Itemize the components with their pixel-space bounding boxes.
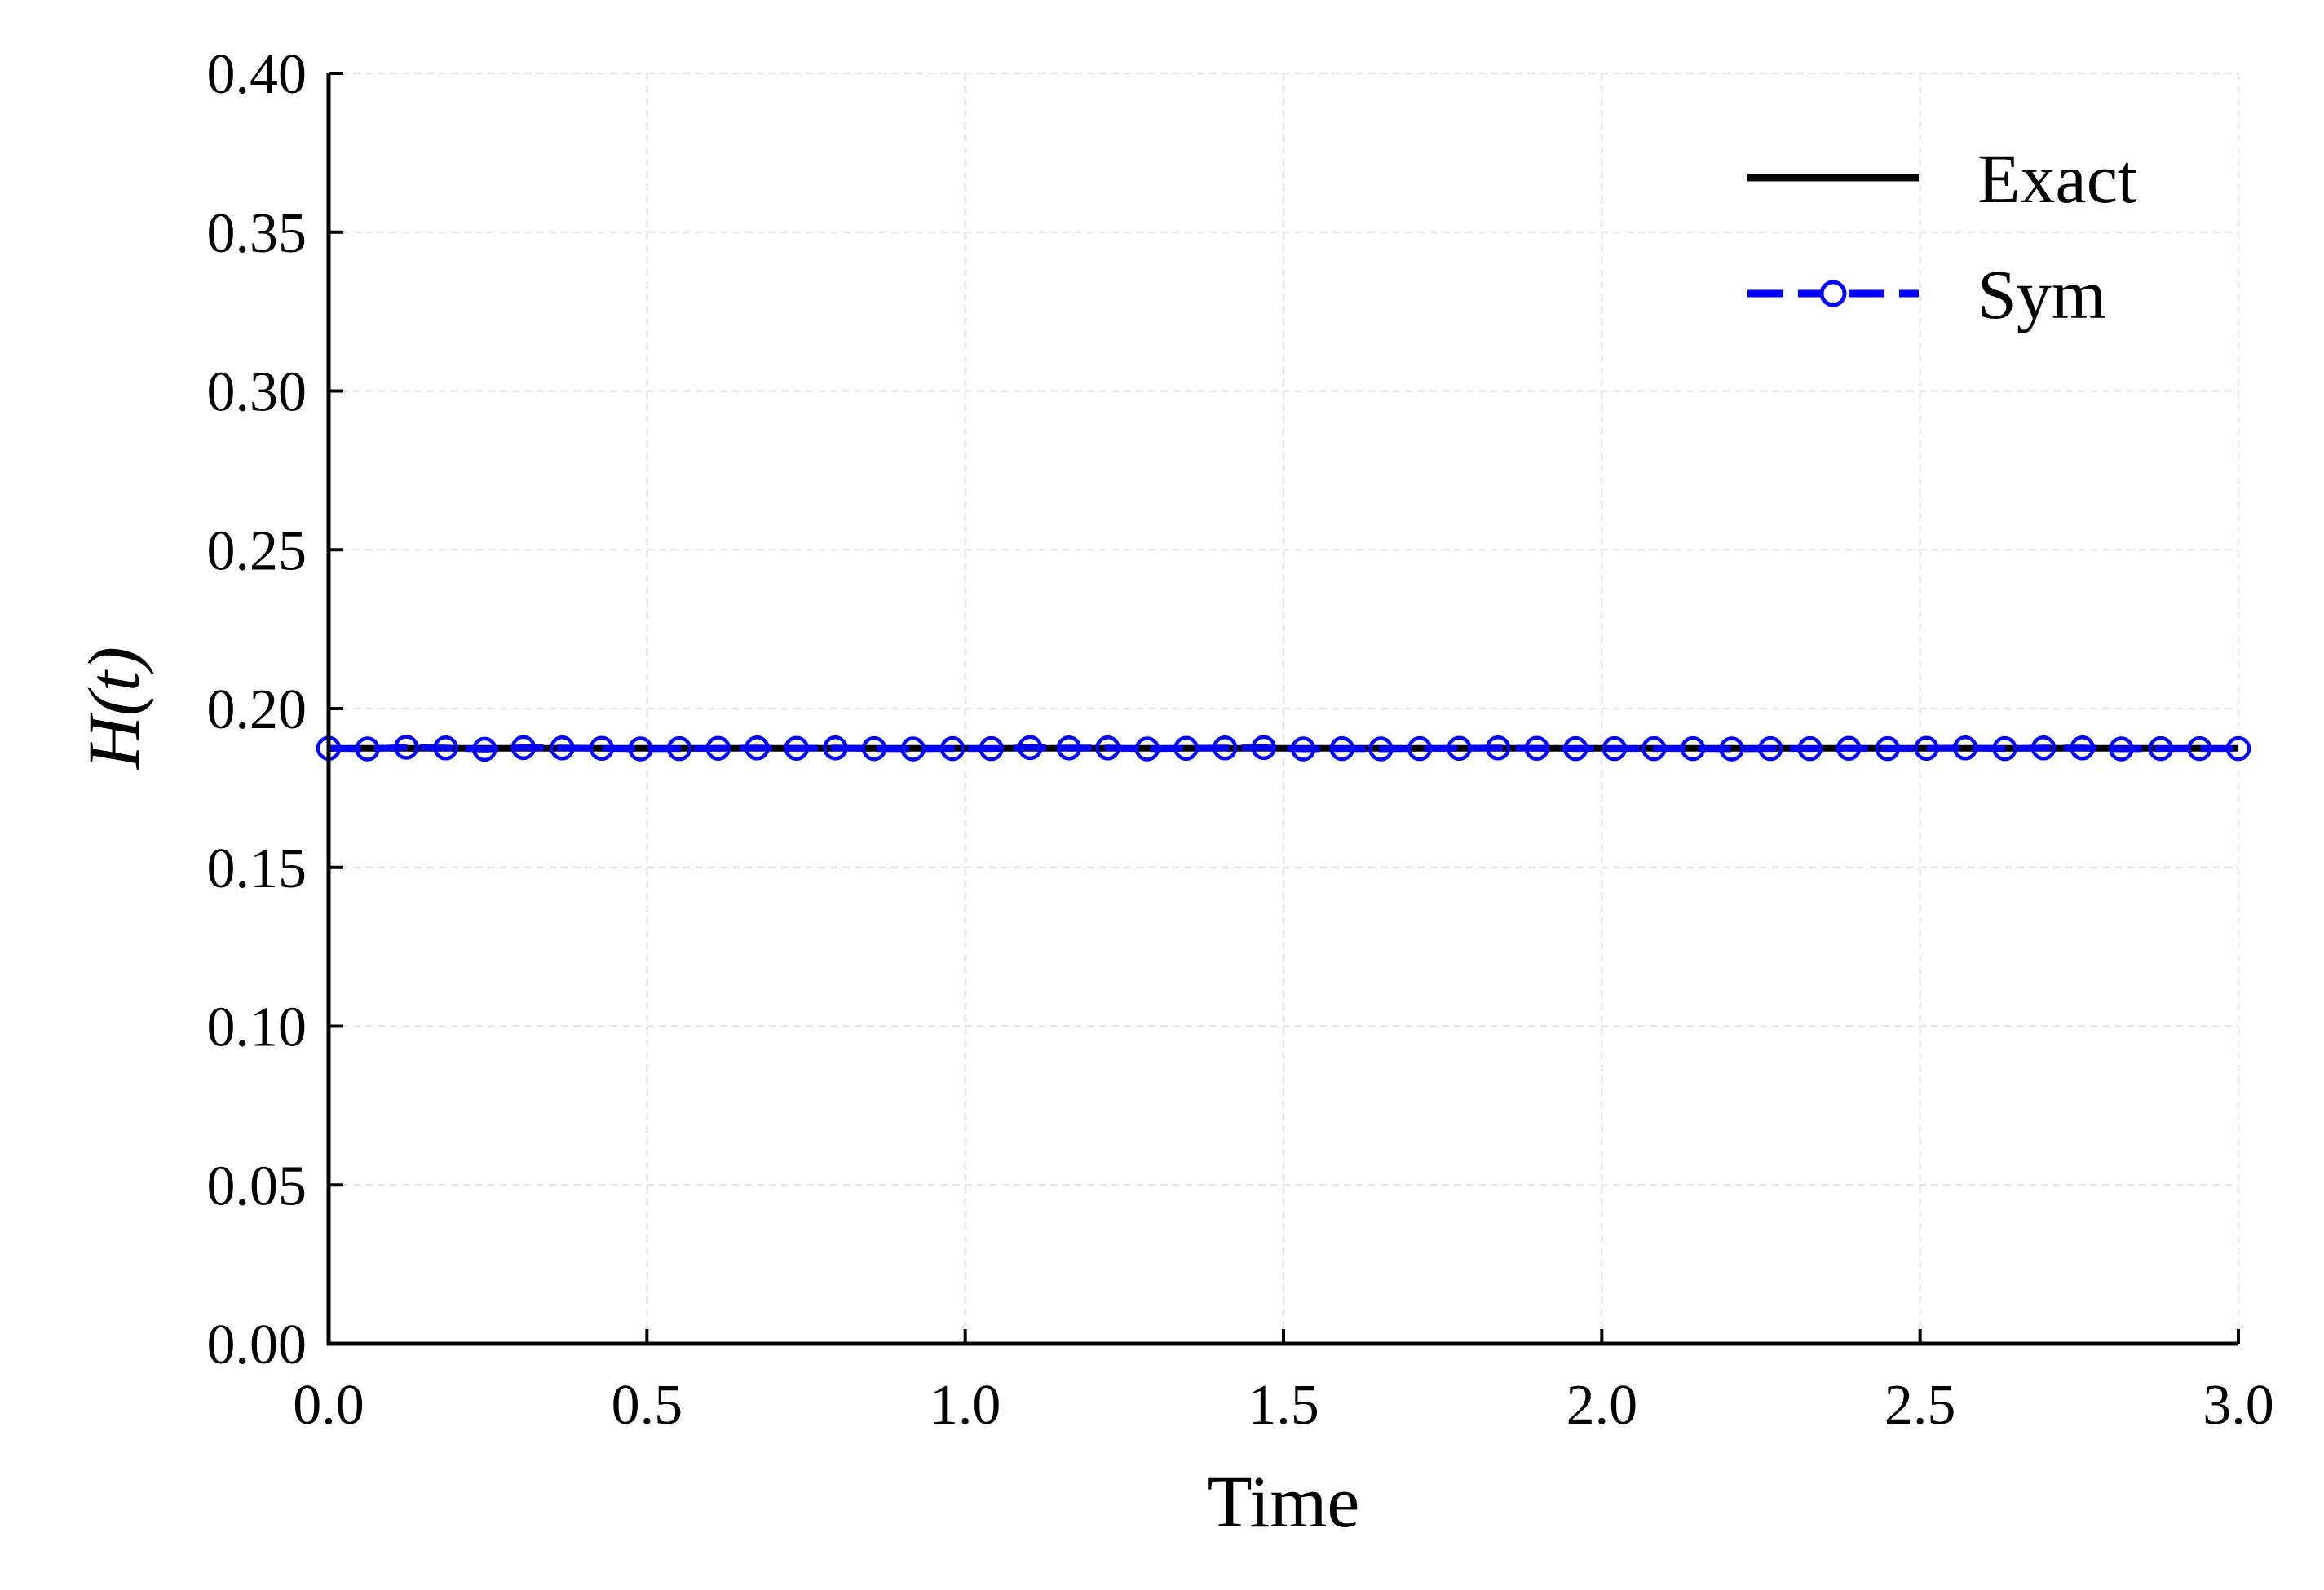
series-marker-sym: [784, 735, 810, 761]
series-marker-sym: [1329, 735, 1355, 762]
series-marker-sym: [1251, 735, 1277, 761]
series-marker-sym: [1524, 735, 1549, 761]
series-marker-sym: [1563, 735, 1588, 762]
y-tick-label: 0.00: [207, 1314, 307, 1376]
series-marker-sym: [1952, 735, 1978, 761]
series-marker-sym: [1095, 735, 1120, 761]
series-marker-sym: [550, 735, 575, 761]
series-marker-sym: [1290, 736, 1316, 762]
series-marker-sym: [2070, 735, 2095, 761]
series-marker-sym: [355, 736, 380, 762]
series-marker-sym: [823, 735, 848, 761]
series-marker-sym: [1018, 735, 1043, 761]
series-marker-sym: [472, 736, 497, 762]
series-marker-sym: [744, 735, 770, 761]
series-marker-sym: [1447, 735, 1472, 761]
x-axis-label: Time: [1208, 1462, 1360, 1543]
y-tick-label: 0.35: [207, 202, 307, 265]
series-marker-sym: [510, 735, 537, 761]
y-axis-label: H(t): [74, 647, 155, 770]
series-marker-sym: [1212, 735, 1238, 761]
series-marker-sym: [1797, 735, 1823, 762]
y-tick-label: 0.25: [207, 519, 307, 582]
series-marker-sym: [2225, 735, 2251, 762]
series-marker-sym: [1992, 735, 2017, 762]
series-marker-sym: [979, 735, 1004, 762]
x-tick-label: 2.0: [1566, 1374, 1638, 1437]
series-marker-sym: [433, 735, 458, 761]
series-marker-sym: [1914, 735, 1939, 761]
x-tick-label: 2.5: [1884, 1374, 1956, 1437]
series-marker-sym: [1368, 736, 1394, 762]
legend-entry-sym: Sym: [1747, 255, 2106, 333]
series-marker-sym: [1173, 735, 1199, 761]
series-marker-sym: [1680, 735, 1706, 762]
series-marker-sym: [1641, 735, 1667, 762]
series-marker-sym: [1875, 735, 1901, 762]
series-marker-sym: [393, 735, 419, 760]
x-tick-label: 3.0: [2202, 1374, 2274, 1437]
x-tick-label: 0.5: [612, 1374, 683, 1437]
series-marker-sym: [861, 735, 887, 762]
x-tick-label: 0.0: [293, 1374, 365, 1437]
legend-entry-exact: Exact: [1747, 139, 2137, 218]
series-marker-sym: [1836, 735, 1862, 761]
series-marker-sym: [939, 735, 965, 762]
series-marker-sym: [1719, 736, 1744, 762]
y-tick-label: 0.30: [207, 361, 307, 424]
series-marker-sym: [2109, 736, 2134, 762]
ticks: 0.0 0.5 1.0 1.5 2.0 2.5 3.0 0.00 0.05 0.10 0.15 0.2…: [207, 43, 2274, 1437]
series-marker-sym: [1056, 735, 1082, 761]
series-marker-sym: [2148, 735, 2174, 762]
series-marker-sym: [705, 735, 731, 761]
y-tick-label: 0.05: [207, 1155, 307, 1217]
y-tick-label: 0.10: [207, 996, 307, 1059]
series-marker-sym: [2187, 735, 2212, 762]
series-marker-sym: [1485, 735, 1511, 761]
series-marker-sym: [666, 735, 692, 762]
y-tick-label: 0.20: [207, 678, 307, 741]
y-tick-label: 0.15: [207, 837, 307, 900]
x-tick-label: 1.5: [1248, 1374, 1319, 1437]
y-tick-label: 0.40: [207, 43, 307, 106]
series-marker-sym: [2030, 735, 2057, 761]
x-tick-label: 1.0: [930, 1374, 1001, 1437]
series-marker-sym: [900, 736, 926, 762]
legend: Exact Sym: [1747, 139, 2137, 333]
series-marker-sym: [1757, 735, 1783, 762]
legend-marker-sym: [1819, 280, 1847, 307]
series-marker-sym: [589, 735, 615, 761]
plot-series: [316, 735, 2251, 762]
legend-label-exact: Exact: [1977, 139, 2137, 218]
legend-label-sym: Sym: [1977, 255, 2106, 333]
series-marker-sym: [628, 736, 653, 762]
series-marker-sym: [1134, 736, 1160, 762]
series-marker-sym: [1407, 735, 1433, 762]
series-marker-sym: [1602, 735, 1628, 762]
